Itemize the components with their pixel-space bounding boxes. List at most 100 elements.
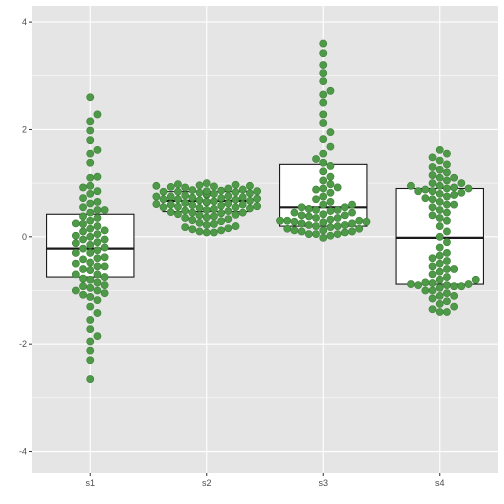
point-s2 <box>188 186 197 195</box>
point-s1 <box>86 117 95 126</box>
point-s4 <box>435 308 444 316</box>
point-s2 <box>166 208 175 217</box>
point-s3 <box>312 230 320 239</box>
point-s2 <box>181 223 190 232</box>
point-s4 <box>443 200 451 209</box>
y-tick-label: -2 <box>19 339 27 349</box>
point-s1 <box>86 224 95 233</box>
point-s1 <box>79 244 87 253</box>
point-s1 <box>100 226 109 235</box>
point-s1 <box>86 249 95 257</box>
point-s3 <box>290 217 299 226</box>
point-s3 <box>319 119 328 127</box>
point-s4 <box>421 185 430 194</box>
point-s3 <box>283 216 292 225</box>
point-s3 <box>304 221 313 229</box>
point-s1 <box>93 230 102 239</box>
point-s4 <box>471 275 480 284</box>
point-s2 <box>195 203 204 212</box>
point-s2 <box>174 202 182 211</box>
point-s1 <box>79 227 87 236</box>
point-s2 <box>217 226 226 235</box>
point-s4 <box>443 149 451 158</box>
y-tick-label: 4 <box>22 17 27 27</box>
point-s4 <box>407 181 415 190</box>
x-tick-label-s1: s1 <box>85 478 95 488</box>
point-s1 <box>100 289 109 298</box>
point-s1 <box>86 337 95 346</box>
point-s4 <box>443 192 451 201</box>
point-s3 <box>326 215 335 224</box>
point-s4 <box>428 294 437 303</box>
point-s2 <box>195 196 204 205</box>
point-s3 <box>319 69 328 77</box>
point-s2 <box>202 187 211 196</box>
point-s3 <box>326 142 335 151</box>
point-s2 <box>217 194 226 203</box>
point-s2 <box>246 181 254 190</box>
point-s1 <box>93 262 102 271</box>
point-s1 <box>86 275 95 284</box>
point-s3 <box>319 192 328 201</box>
point-s1 <box>86 240 95 249</box>
point-s2 <box>210 197 218 206</box>
point-s4 <box>443 238 451 247</box>
point-s3 <box>319 61 328 69</box>
point-s2 <box>210 189 218 198</box>
point-s4 <box>443 265 451 273</box>
point-s1 <box>86 136 95 145</box>
point-s2 <box>174 180 182 189</box>
x-tick-label-s2: s2 <box>202 478 212 488</box>
point-s3 <box>319 149 328 158</box>
point-s4 <box>428 179 437 188</box>
point-s2 <box>188 216 197 225</box>
point-s1 <box>100 281 109 290</box>
point-s2 <box>246 189 254 198</box>
point-s1 <box>86 375 95 383</box>
point-s3 <box>333 230 342 239</box>
point-s4 <box>428 203 437 212</box>
point-s3 <box>304 230 313 239</box>
point-s3 <box>304 212 313 221</box>
point-s3 <box>319 49 328 58</box>
point-s4 <box>428 262 437 271</box>
point-s3 <box>319 167 328 176</box>
point-s4 <box>443 168 451 177</box>
point-s2 <box>188 208 197 217</box>
point-s4 <box>464 184 473 193</box>
y-tick-label: 2 <box>22 124 27 134</box>
point-s1 <box>79 274 87 283</box>
point-s4 <box>435 156 444 165</box>
point-s4 <box>435 259 444 268</box>
point-s1 <box>93 214 102 222</box>
point-s3 <box>333 206 342 214</box>
point-s2 <box>217 186 226 195</box>
point-s2 <box>210 205 218 213</box>
point-s2 <box>181 199 190 207</box>
point-s3 <box>319 233 328 242</box>
point-s1 <box>86 149 95 158</box>
point-s1 <box>86 356 95 365</box>
point-s3 <box>297 219 306 228</box>
point-s1 <box>86 181 95 190</box>
point-s4 <box>421 278 430 287</box>
point-s2 <box>159 203 168 212</box>
point-s4 <box>435 300 444 308</box>
point-s1 <box>86 199 95 208</box>
point-s3 <box>333 183 342 192</box>
point-s3 <box>319 90 328 99</box>
point-s3 <box>355 224 364 233</box>
point-s2 <box>202 228 211 237</box>
point-s3 <box>326 128 335 137</box>
point-s2 <box>253 202 262 211</box>
point-s2 <box>246 196 254 205</box>
point-s4 <box>435 206 444 214</box>
point-s3 <box>326 198 335 206</box>
point-s2 <box>224 192 233 200</box>
point-s2 <box>231 180 240 189</box>
y-tick-label: -4 <box>19 447 27 457</box>
point-s2 <box>231 195 240 204</box>
point-s3 <box>297 203 306 212</box>
point-s3 <box>340 221 349 229</box>
x-axis: s1 s2 s3 s4 <box>85 473 445 488</box>
